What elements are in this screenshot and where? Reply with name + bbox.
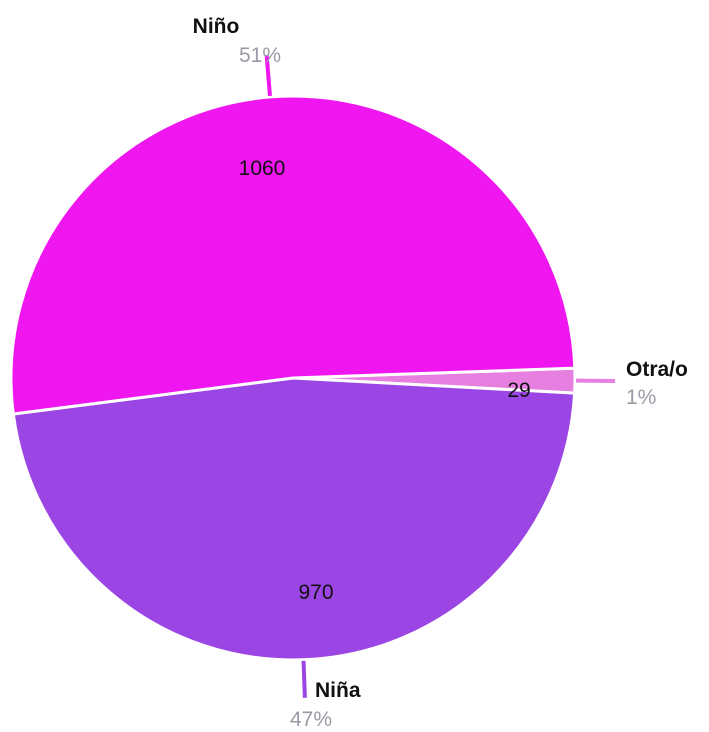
label-nina: Niña — [315, 679, 361, 702]
value-otra: 29 — [507, 379, 530, 402]
leader-line-nina — [301, 660, 307, 698]
slice-nino — [9, 94, 577, 416]
percent-nino: 51% — [239, 44, 281, 67]
value-nino: 1060 — [239, 157, 286, 180]
percent-otra: 1% — [626, 386, 656, 409]
leader-line-nino — [264, 54, 272, 97]
value-nina: 970 — [298, 581, 333, 604]
label-nino: Niño — [193, 15, 240, 38]
label-otra: Otra/o — [626, 358, 688, 381]
slice-nina — [11, 376, 577, 662]
percent-nina: 47% — [290, 708, 332, 731]
pie-slices — [9, 94, 577, 662]
leader-lines — [264, 54, 616, 698]
